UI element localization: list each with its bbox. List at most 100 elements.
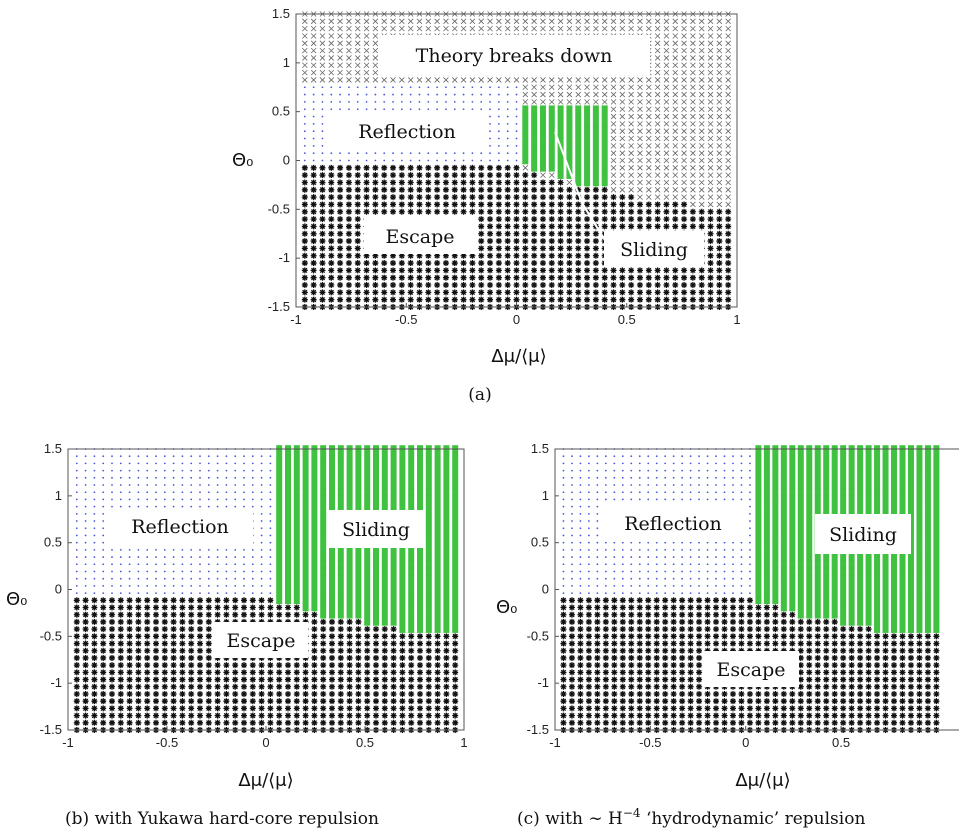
marker-theory-breaks-down — [407, 25, 414, 32]
marker-escape — [645, 282, 652, 289]
marker-escape — [746, 611, 753, 618]
marker-sliding — [452, 531, 459, 540]
marker-theory-breaks-down — [725, 172, 731, 178]
marker-escape — [460, 296, 467, 303]
marker-reflection — [137, 462, 140, 465]
marker-escape — [310, 289, 317, 296]
marker-sliding — [755, 502, 762, 511]
marker-escape — [619, 647, 626, 654]
marker-escape — [487, 194, 494, 201]
marker-escape — [117, 647, 124, 654]
marker-sliding — [293, 481, 300, 489]
marker-sliding — [346, 610, 353, 619]
marker-sliding — [337, 466, 344, 475]
marker-escape — [789, 712, 796, 719]
marker-reflection — [199, 469, 201, 472]
marker-reflection — [348, 159, 350, 162]
marker-escape — [301, 245, 308, 252]
marker-sliding — [584, 112, 591, 121]
marker-theory-breaks-down — [637, 25, 643, 32]
marker-sliding — [329, 560, 335, 569]
marker-sliding — [772, 459, 779, 468]
marker-escape — [416, 194, 423, 201]
marker-sliding — [522, 105, 529, 114]
marker-escape — [592, 230, 599, 237]
marker-escape — [531, 230, 538, 237]
marker-escape — [179, 676, 186, 683]
marker-escape — [100, 611, 107, 618]
marker-sliding — [417, 596, 423, 605]
marker-reflection — [243, 505, 245, 508]
marker-escape — [592, 267, 599, 274]
marker-sliding — [381, 488, 388, 497]
marker-escape — [223, 611, 230, 618]
marker-sliding — [443, 546, 450, 554]
marker-reflection — [588, 455, 590, 458]
marker-sliding — [329, 610, 335, 619]
marker-escape — [568, 626, 575, 633]
marker-theory-breaks-down — [663, 157, 670, 164]
marker-escape — [478, 223, 485, 230]
marker-sliding — [763, 582, 770, 590]
marker-sliding — [425, 589, 432, 597]
marker-theory-breaks-down — [672, 62, 679, 69]
marker-escape — [725, 223, 732, 230]
marker-escape — [319, 260, 326, 267]
marker-sliding — [452, 452, 459, 461]
marker-escape — [577, 647, 584, 654]
marker-reflection — [647, 541, 650, 544]
marker-reflection — [321, 101, 324, 103]
marker-escape — [302, 676, 309, 683]
marker-reflection — [462, 152, 465, 155]
marker-escape — [399, 647, 406, 654]
marker-reflection — [497, 115, 500, 118]
marker-reflection — [471, 93, 474, 96]
marker-escape — [354, 289, 361, 296]
marker-sliding — [408, 574, 415, 583]
marker-escape — [628, 719, 635, 726]
marker-sliding — [285, 538, 291, 547]
marker-reflection — [84, 484, 87, 486]
marker-reflection — [506, 122, 509, 125]
marker-theory-breaks-down — [698, 113, 705, 120]
marker-reflection — [621, 462, 624, 465]
marker-escape — [575, 208, 582, 215]
marker-escape — [443, 698, 450, 705]
marker-sliding — [364, 596, 371, 605]
marker-reflection — [630, 541, 633, 544]
marker-reflection — [571, 491, 573, 494]
marker-sliding — [302, 589, 309, 597]
marker-escape — [373, 676, 379, 683]
marker-escape — [417, 633, 423, 640]
marker-theory-breaks-down — [707, 91, 714, 98]
marker-escape — [654, 274, 661, 281]
marker-reflection — [172, 563, 175, 566]
marker-reflection — [689, 541, 692, 544]
marker-escape — [670, 698, 677, 705]
marker-reflection — [571, 505, 573, 508]
marker-sliding — [399, 474, 406, 482]
marker-escape — [522, 267, 529, 274]
marker-theory-breaks-down — [557, 99, 564, 105]
marker-reflection — [128, 577, 131, 580]
marker-escape — [179, 626, 186, 633]
marker-theory-breaks-down — [690, 157, 696, 164]
marker-escape — [91, 719, 98, 726]
marker-escape — [310, 274, 317, 281]
marker-reflection — [102, 469, 105, 472]
marker-reflection — [732, 563, 734, 566]
marker-sliding — [346, 589, 353, 597]
marker-escape — [302, 698, 309, 705]
marker-escape — [416, 260, 423, 267]
marker-escape — [126, 719, 133, 726]
marker-escape — [716, 289, 723, 296]
marker-theory-breaks-down — [346, 55, 352, 61]
marker-escape — [425, 282, 432, 289]
marker-escape — [575, 274, 582, 281]
marker-escape — [568, 683, 575, 690]
marker-sliding — [417, 574, 423, 583]
marker-theory-breaks-down — [399, 18, 405, 25]
marker-escape — [636, 690, 643, 697]
marker-escape — [310, 201, 317, 208]
marker-escape — [188, 690, 195, 697]
